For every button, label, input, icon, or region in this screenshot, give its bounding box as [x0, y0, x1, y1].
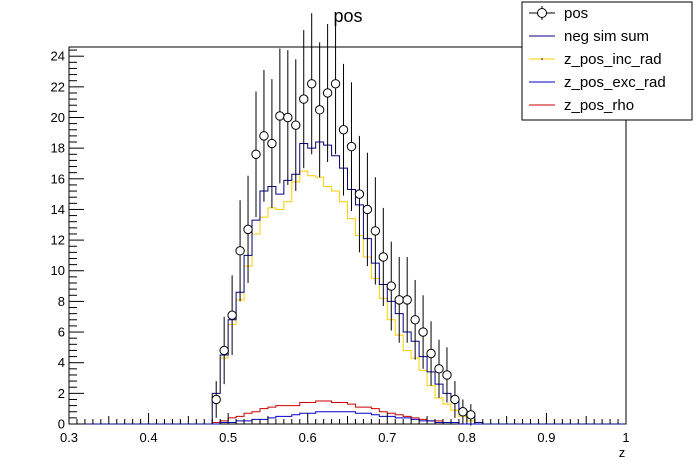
data-point: [314, 105, 325, 115]
y-tick-label: 24: [51, 49, 65, 64]
data-point: [299, 94, 309, 104]
legend-entry-z-pos-exc-rad: z_pos_exc_rad: [529, 74, 666, 91]
legend-label: z_pos_rho: [564, 97, 634, 114]
y-tick-label: 16: [51, 171, 65, 186]
data-point: [362, 204, 373, 215]
x-tick-label: 0.4: [140, 430, 158, 445]
x-axis-label: z: [619, 445, 626, 460]
legend-label: z_pos_exc_rad: [564, 74, 666, 91]
legend-entry-z-pos-inc-rad: z_pos_inc_rad: [529, 51, 662, 68]
x-tick-label: 1: [622, 430, 629, 445]
data-point: [418, 327, 428, 337]
data-point: [275, 111, 285, 121]
legend-label: z_pos_inc_rad: [564, 51, 662, 68]
x-tick-label: 0.3: [60, 430, 78, 445]
y-tick-label: 0: [58, 417, 65, 432]
data-point: [283, 112, 293, 123]
data-point: [386, 281, 396, 291]
y-tick-label: 14: [51, 202, 65, 217]
data-point: [402, 295, 412, 305]
x-tick-label: 0.7: [378, 430, 396, 445]
data-point: [235, 246, 245, 256]
data-point: [346, 141, 357, 152]
y-tick-label: 6: [58, 325, 65, 340]
data-point: [219, 345, 229, 356]
y-tick-label: 12: [51, 233, 65, 248]
x-tick-label: 0.9: [537, 430, 555, 445]
y-tick-label: 22: [51, 79, 65, 94]
series-neg-sim-sum-line: [69, 141, 626, 425]
data-point: [370, 226, 381, 236]
data-point: [458, 407, 468, 417]
legend-entry-z-pos-rho: z_pos_rho: [529, 97, 634, 114]
axes-layer: 0.3 0.4 0.5 0.6 0.7 0.8 0.9 1024681012141618202…: [51, 49, 630, 445]
y-tick-label: 2: [58, 386, 65, 401]
data-point: [322, 88, 333, 98]
legend-entry-neg-sim-sum: neg sim sum: [529, 28, 649, 45]
data-point: [306, 79, 317, 89]
legend: pos neg sim sum z_pos_inc_rad z_pos_exc_…: [521, 1, 693, 121]
data-point: [211, 394, 221, 405]
data-point: [243, 224, 253, 235]
y-tick-label: 8: [58, 294, 65, 309]
data-point: [434, 364, 444, 374]
y-tick-label: 10: [51, 263, 65, 278]
data-point: [442, 370, 452, 380]
data-point: [267, 138, 277, 149]
data-point: [354, 189, 365, 199]
legend-label: neg sim sum: [564, 28, 649, 45]
data-point: [259, 131, 269, 141]
data-point: [378, 252, 389, 262]
y-tick-label: 4: [58, 355, 65, 370]
data-point: [450, 394, 460, 405]
legend-entry-pos: pos: [529, 5, 588, 22]
series-layer: [69, 13, 626, 426]
chart-title: pos: [333, 6, 362, 26]
y-tick-label: 20: [51, 110, 65, 125]
data-point: [330, 79, 341, 89]
data-point: [338, 125, 349, 135]
data-point: [466, 410, 476, 420]
legend-box: [521, 1, 693, 121]
legend-marker-circle: [537, 8, 547, 18]
data-point: [410, 315, 420, 325]
data-point: [227, 310, 237, 320]
x-tick-label: 0.5: [219, 430, 237, 445]
legend-label: pos: [564, 5, 588, 22]
y-tick-label: 18: [51, 141, 65, 156]
x-tick-label: 0.6: [299, 430, 317, 445]
data-point: [291, 120, 301, 130]
data-point: [394, 295, 404, 305]
series-z-pos-inc-rad-line: [69, 170, 626, 425]
data-point: [426, 348, 436, 359]
data-point: [251, 149, 261, 159]
x-tick-label: 0.8: [458, 430, 476, 445]
